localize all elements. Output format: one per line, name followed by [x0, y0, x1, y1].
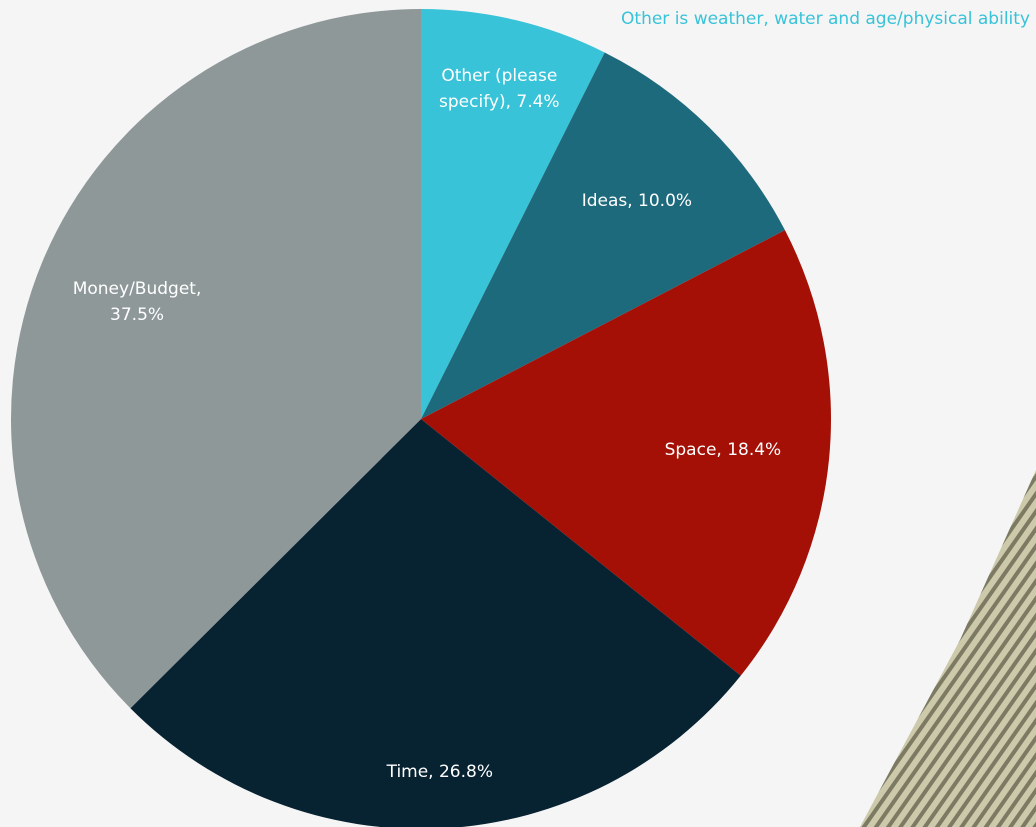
pie-slice-money-budget [10, 9, 421, 709]
slice-label-space: Space, 18.4% [665, 440, 782, 460]
pie-labels: Other (please specify), 7.4% Ideas, 10.0% S… [73, 66, 782, 782]
pie-slice-ideas [421, 52, 785, 419]
slice-label-ideas: Ideas, 10.0% [582, 191, 692, 211]
money-photo-decoration [860, 470, 1036, 827]
slice-label-money-budget: Money/Budget, 37.5% [73, 279, 202, 325]
pie-slice-other-please-specify [421, 9, 605, 419]
slice-label-time: Time, 26.8% [386, 762, 493, 782]
pie-slices [10, 9, 832, 827]
other-footnote: Other is weather, water and age/physical… [621, 9, 1030, 29]
pie-slice-space [421, 230, 832, 676]
pie-slice-time [130, 419, 741, 827]
slice-label-other-please-specify: Other (please specify), 7.4% [439, 66, 560, 112]
